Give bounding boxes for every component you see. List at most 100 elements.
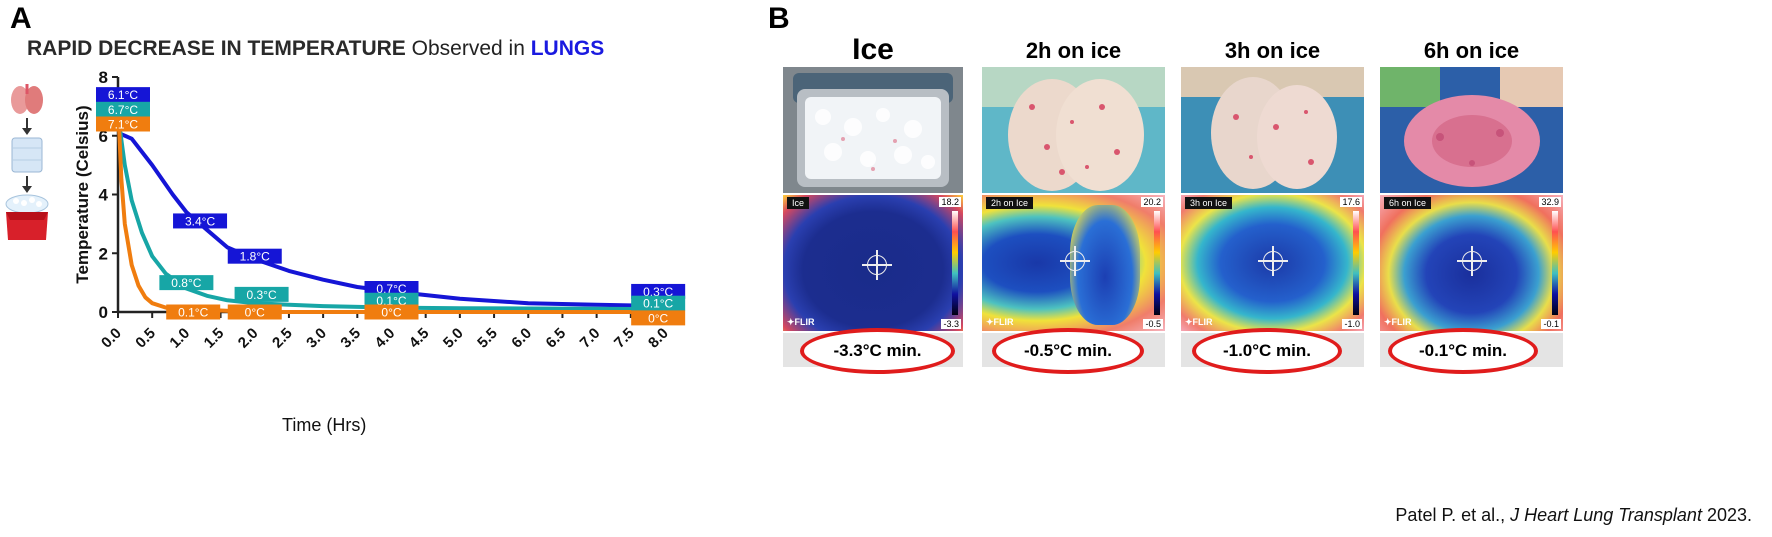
x-tick-label: 1.5: [201, 325, 228, 352]
data-label: 0°C: [245, 306, 265, 320]
data-label: 0.8°C: [171, 276, 201, 290]
x-tick-label: 2.0: [235, 325, 262, 352]
photo-ice-cooler: [783, 67, 963, 193]
panel-a-letter: A: [10, 2, 32, 35]
citation-year: 2023.: [1701, 505, 1752, 525]
thermal-scale-max: 17.6: [1340, 197, 1362, 207]
series-line-0: [117, 130, 666, 309]
y-axis-label: Temperature (Celsius): [73, 105, 92, 283]
line-chart: 0 2 4 6 8 Temperature (Celsius) 0.0 0.5 1.0 1.5 2.…: [73, 68, 686, 352]
chart-title: RAPID DECREASE IN TEMPERATURE Observed i…: [27, 37, 604, 61]
data-label-box: [364, 292, 419, 308]
data-label: 0.7°C: [376, 282, 406, 296]
data-label-box: [159, 275, 214, 291]
series-line-1: [116, 114, 666, 312]
panel-b-letter: B: [768, 2, 790, 35]
column-title-ice: Ice: [852, 33, 894, 66]
x-tick-label: 5.5: [474, 325, 501, 352]
data-label-box: [173, 213, 228, 229]
thermal-color-scale: [1353, 211, 1359, 315]
thermal-color-scale: [952, 211, 958, 315]
data-label-box: [364, 304, 419, 320]
data-label: 0.1°C: [643, 297, 673, 311]
cooling-schematic-icon: [5, 84, 49, 240]
thermal-tag: 3h on Ice: [1185, 197, 1233, 209]
data-label: 3.4°C: [185, 214, 215, 228]
data-label: 6.7°C: [108, 103, 138, 117]
chart-title-part3: LUNGS: [530, 37, 605, 60]
data-label: 1.8°C: [240, 250, 270, 264]
data-label: 0°C: [381, 306, 401, 320]
data-label-box: [96, 116, 150, 132]
thermal-scale-max: 18.2: [939, 197, 961, 207]
lung-icon: [11, 84, 43, 114]
x-tick-label: 2.5: [269, 325, 296, 352]
y-tick-label: 2: [99, 244, 108, 263]
data-label-box: [631, 310, 686, 326]
data-label: 0.3°C: [247, 288, 277, 302]
thermal-image-6h: 6h on Ice 32.9 -0.1 ✦FLIR: [1380, 195, 1563, 331]
thermal-scale-max: 32.9: [1539, 197, 1561, 207]
thermal-color-scale: [1552, 211, 1558, 315]
flir-logo: ✦FLIR: [787, 317, 815, 327]
x-tick-label: 3.5: [337, 325, 364, 352]
photo-lungs-2h: [982, 67, 1165, 193]
photo-lungs-3h: [1181, 67, 1364, 193]
x-tick-label: 0.5: [132, 325, 159, 352]
ice-cooler-photo-image: [783, 67, 963, 193]
crosshair-icon: [1258, 246, 1288, 276]
photo-lungs-6h: [1380, 67, 1563, 193]
chart-data-labels: 6.1°C 3.4°C 1.8°C 0.7°C 0.3°C 6.7°C 0.8°C 0.3°C…: [96, 87, 686, 326]
citation-journal: J Heart Lung Transplant: [1510, 505, 1702, 525]
arrow-down-icon: [22, 176, 32, 193]
data-label-box: [166, 304, 221, 320]
data-label-box: [364, 281, 419, 296]
bag-icon: [11, 137, 43, 173]
y-tick-label: 6: [99, 127, 108, 146]
data-label: 0°C: [648, 311, 668, 325]
x-tick-label: 8.0: [645, 325, 672, 352]
chart-title-part1: RAPID DECREASE IN TEMPERATURE: [27, 37, 406, 60]
crosshair-icon: [1457, 246, 1487, 276]
lungs-3h-photo-image: [1181, 67, 1364, 193]
lungs-2h-photo-image: [982, 67, 1165, 193]
thermal-scale-min: -3.3: [941, 319, 961, 329]
min-temp-label-6h: -0.1°C min.: [1388, 328, 1538, 374]
data-label-box: [227, 248, 282, 264]
column-title-3h: 3h on ice: [1224, 38, 1321, 63]
flir-logo: ✦FLIR: [1185, 317, 1213, 327]
thermal-scale-min: -1.0: [1342, 319, 1362, 329]
flir-logo: ✦FLIR: [1384, 317, 1412, 327]
data-label: 0.1°C: [376, 294, 406, 308]
thermal-image-2h: 2h on Ice 20.2 -0.5 ✦FLIR: [982, 195, 1165, 331]
thermal-image-3h: 3h on Ice 17.6 -1.0 ✦FLIR: [1181, 195, 1364, 331]
x-tick-label: 5.0: [440, 325, 467, 352]
min-temp-label-2h: -0.5°C min.: [992, 328, 1144, 374]
x-tick-label: 7.0: [577, 325, 604, 352]
data-label-box: [234, 286, 289, 302]
x-tick-label: 0.0: [98, 325, 125, 352]
min-temp-label-ice: -3.3°C min.: [800, 328, 955, 374]
thermal-color-scale: [1154, 211, 1160, 315]
data-label: 0.1°C: [178, 306, 208, 320]
flir-logo: ✦FLIR: [986, 317, 1014, 327]
x-axis-label: Time (Hrs): [282, 415, 367, 435]
thermal-scale-min: -0.1: [1541, 319, 1561, 329]
data-label-box: [227, 304, 282, 320]
ice-cooler-icon: [5, 194, 49, 240]
data-label-box: [631, 295, 686, 311]
crosshair-icon: [1060, 246, 1090, 276]
citation: Patel P. et al., J Heart Lung Transplant…: [1395, 505, 1752, 526]
x-tick-label: 6.5: [542, 325, 569, 352]
lungs-6h-photo-image: [1380, 67, 1563, 193]
y-tick-label: 0: [99, 303, 108, 322]
thermal-tag: Ice: [787, 197, 810, 209]
column-title-6h: 6h on ice: [1423, 38, 1520, 63]
chart-title-part2: Observed in: [405, 37, 531, 60]
column-title-2h: 2h on ice: [1025, 38, 1122, 63]
thermal-tag: 2h on Ice: [986, 197, 1034, 209]
thermal-tag: 6h on Ice: [1384, 197, 1432, 209]
x-tick-label: 4.0: [372, 325, 399, 352]
data-label-box: [96, 87, 150, 103]
thermal-scale-min: -0.5: [1143, 319, 1163, 329]
